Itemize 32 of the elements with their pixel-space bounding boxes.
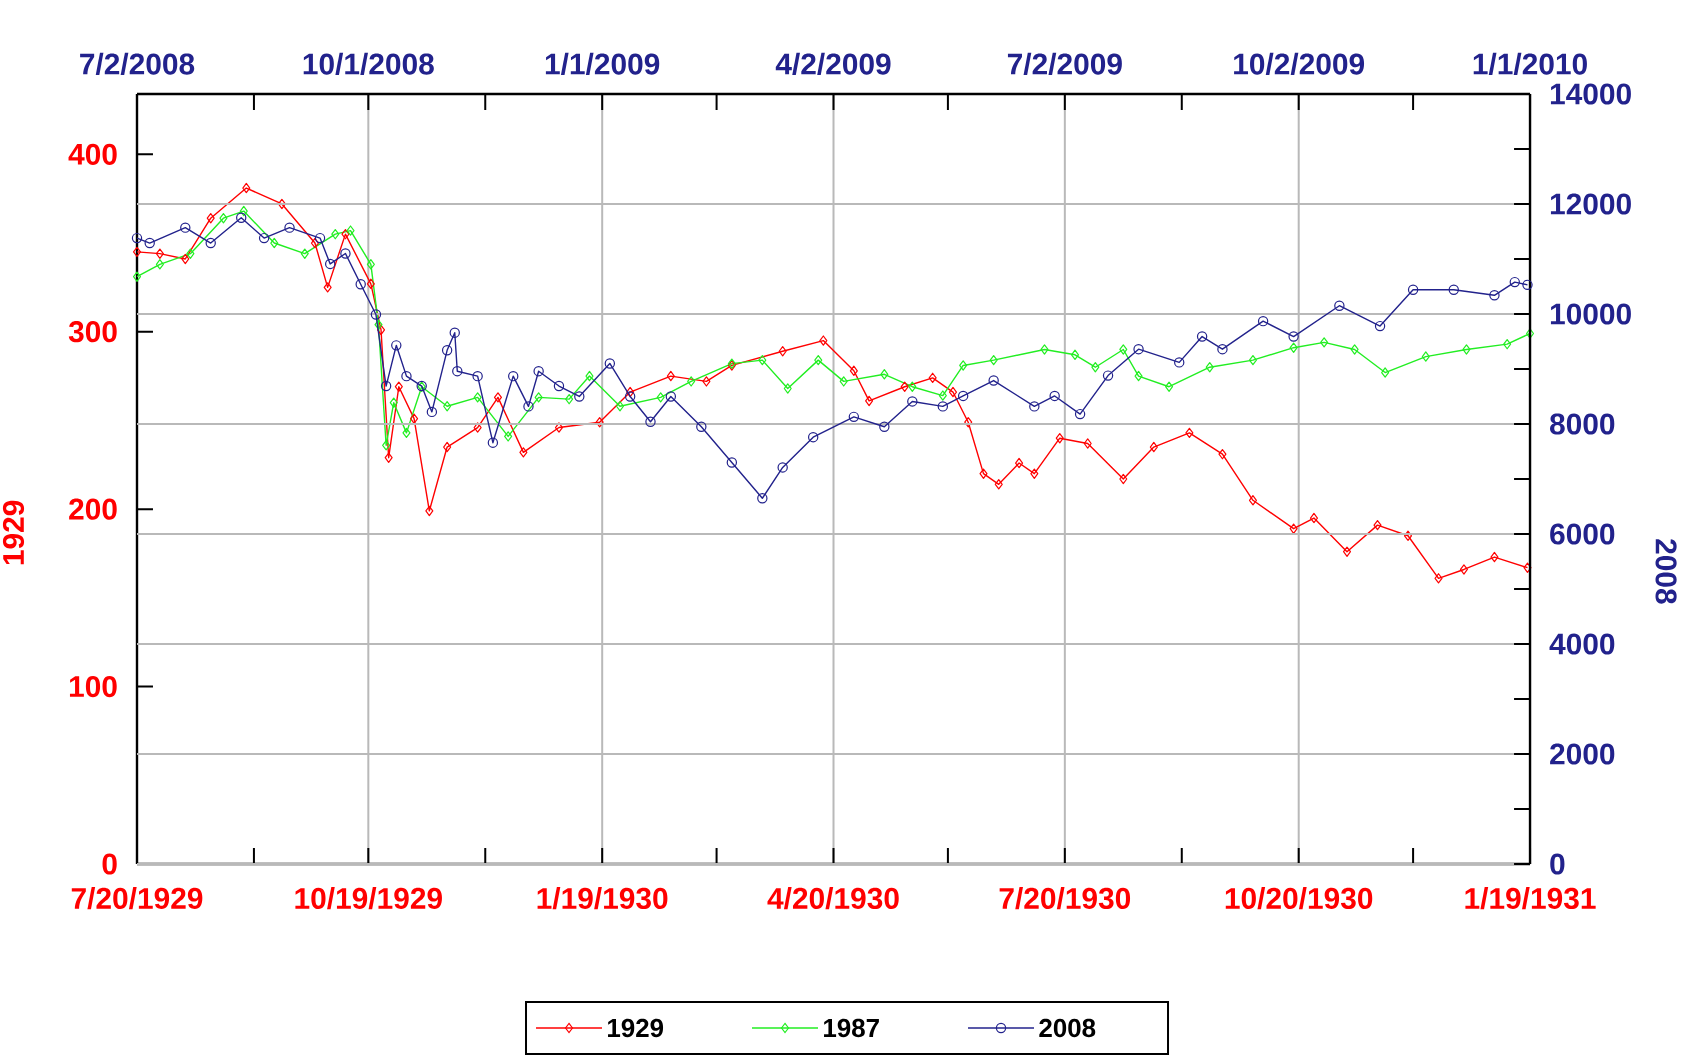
y-tick-label: 0: [102, 853, 117, 875]
y-tick-label: 400: [68, 143, 117, 165]
x-tick-label: 10/2/2009: [1234, 52, 1365, 75]
legend-label: 2008: [1039, 1018, 1096, 1038]
x-tick-label: 7/2/2008: [80, 52, 195, 75]
x-tick-label: 10/19/1929: [295, 887, 442, 910]
x-tick-label: 10/1/2008: [303, 52, 434, 75]
x-tick-label: 1/1/2010: [1473, 52, 1587, 75]
y-axis-title: 2008: [1655, 539, 1677, 604]
x-tick-label: 10/20/1930: [1225, 887, 1373, 910]
y-tick-label: 200: [69, 498, 117, 520]
x-tick-label: 7/2/2009: [1007, 52, 1122, 75]
y-axis-title: 1929: [2, 500, 25, 565]
y-tick-label: 300: [68, 321, 117, 343]
y-tick-label: 100: [69, 675, 117, 698]
y-tick-label: 8000: [1550, 413, 1615, 435]
x-tick-label: 4/20/1930: [767, 887, 899, 910]
y-tick-label: 10000: [1550, 303, 1631, 325]
x-tick-label: 7/20/1929: [71, 887, 203, 910]
y-tick-label: 14000: [1550, 83, 1631, 105]
x-tick-label: 7/20/1930: [999, 887, 1131, 910]
y-tick-label: 12000: [1550, 193, 1631, 215]
x-tick-label: 1/19/1930: [537, 887, 668, 910]
y-tick-label: 4000: [1549, 633, 1615, 655]
legend-label: 1929: [608, 1018, 664, 1038]
y-tick-label: 6000: [1550, 523, 1615, 545]
legend-label: 1987: [824, 1018, 879, 1038]
x-tick-label: 1/1/2009: [545, 52, 660, 75]
y-tick-label: 0: [1550, 853, 1565, 875]
y-tick-label: 2000: [1550, 743, 1615, 765]
x-tick-label: 4/2/2009: [775, 52, 891, 75]
x-tick-label: 1/19/1931: [1465, 887, 1596, 910]
